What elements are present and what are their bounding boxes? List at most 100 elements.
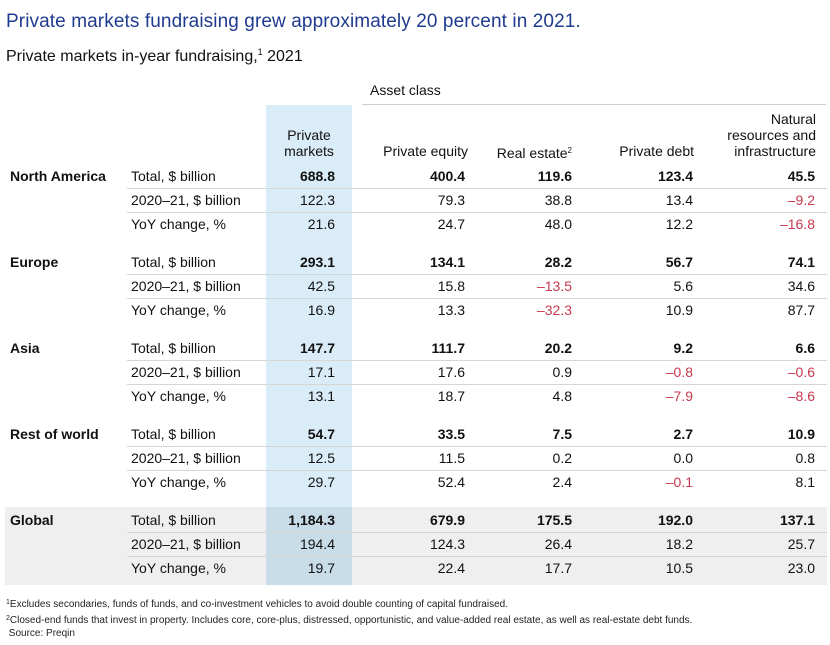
table-cell: 0.2 <box>552 450 572 466</box>
table-cell: 7.5 <box>552 426 572 442</box>
table-cell: 293.1 <box>299 254 335 270</box>
footnote-1-marker: 1 <box>6 599 10 606</box>
metric-label: 2020–21, $ billion <box>131 536 241 552</box>
region-label-asia: Asia <box>10 340 40 356</box>
table-cell: –32.3 <box>536 302 572 318</box>
table-cell: 23.0 <box>787 560 815 576</box>
table-cell: 17.1 <box>307 364 335 380</box>
table-cell: 137.1 <box>779 512 815 528</box>
header-natural-line-3: infrastructure <box>734 143 816 159</box>
table-cell: 28.2 <box>544 254 572 270</box>
row-divider <box>127 188 827 189</box>
region-label-north-america: North America <box>10 168 106 184</box>
header-real-estate-text: Real estate <box>496 145 568 161</box>
table-cell: –0.1 <box>665 474 693 490</box>
table-cell: –9.2 <box>787 192 815 208</box>
metric-label: Total, $ billion <box>131 254 216 270</box>
footnote-1-text: Excludes secondaries, funds of funds, an… <box>9 599 508 610</box>
header-real-estate: Real estate2 <box>476 143 572 161</box>
table-cell: 13.1 <box>307 388 335 404</box>
metric-label: Total, $ billion <box>131 426 216 442</box>
subtitle-footnote-marker: 1 <box>257 47 263 57</box>
metric-label: Total, $ billion <box>131 168 216 184</box>
table-cell: 54.7 <box>307 426 335 442</box>
table-cell: 13.4 <box>665 192 693 208</box>
footnote-2-text: Closed-end funds that invest in property… <box>9 614 693 626</box>
header-private-markets-line-1: Private <box>287 127 331 143</box>
table-cell: 34.6 <box>787 278 815 294</box>
row-divider <box>127 446 827 447</box>
table-cell: 2.4 <box>552 474 572 490</box>
global-private-markets-highlight <box>266 507 352 585</box>
table-cell: 124.3 <box>429 536 465 552</box>
table-cell: –7.9 <box>665 388 693 404</box>
table-cell: 21.6 <box>307 216 335 232</box>
table-cell: 25.7 <box>787 536 815 552</box>
footnote-1: 1Excludes secondaries, funds of funds, a… <box>6 596 692 612</box>
table-cell: 45.5 <box>787 168 815 184</box>
metric-label: 2020–21, $ billion <box>131 450 241 466</box>
table-cell: 15.8 <box>437 278 465 294</box>
table-cell: 0.9 <box>552 364 572 380</box>
metric-label: 2020–21, $ billion <box>131 278 241 294</box>
row-divider <box>127 470 827 471</box>
table-cell: –0.6 <box>787 364 815 380</box>
table-cell: 26.4 <box>544 536 572 552</box>
subtitle-text: Private markets in-year fundraising, <box>6 48 258 65</box>
region-label-europe: Europe <box>10 254 59 270</box>
table-subtitle: Private markets in-year fundraising,1 20… <box>6 47 303 66</box>
table-cell: 12.2 <box>665 216 693 232</box>
metric-label: 2020–21, $ billion <box>131 192 241 208</box>
footnote-2: 2Closed-end funds that invest in propert… <box>6 612 692 628</box>
table-cell: 6.6 <box>795 340 815 356</box>
table-cell: 74.1 <box>787 254 815 270</box>
header-private-equity: Private equity <box>383 143 468 159</box>
footnotes: 1Excludes secondaries, funds of funds, a… <box>6 596 692 641</box>
table-cell: 0.0 <box>673 450 693 466</box>
table-cell: 111.7 <box>431 340 466 356</box>
table-cell: 18.7 <box>437 388 465 404</box>
header-real-estate-footnote-marker: 2 <box>567 146 572 155</box>
table-cell: 12.5 <box>307 450 335 466</box>
row-divider <box>127 212 827 213</box>
metric-label: 2020–21, $ billion <box>131 364 241 380</box>
table-cell: 175.5 <box>536 512 572 528</box>
metric-label: Total, $ billion <box>131 340 216 356</box>
source-note: Source: Preqin <box>6 627 692 641</box>
row-divider <box>127 556 827 557</box>
metric-label: YoY change, % <box>131 474 226 490</box>
table-cell: 688.8 <box>299 168 335 184</box>
asset-class-rule <box>362 104 826 105</box>
subtitle-year: 2021 <box>262 48 303 65</box>
table-cell: –13.5 <box>536 278 572 294</box>
table-cell: 29.7 <box>307 474 335 490</box>
metric-label: YoY change, % <box>131 302 226 318</box>
table-cell: 48.0 <box>544 216 572 232</box>
table-cell: 8.1 <box>795 474 815 490</box>
table-cell: 11.5 <box>438 450 465 466</box>
table-cell: 87.7 <box>787 302 815 318</box>
row-divider <box>127 298 827 299</box>
table-cell: 0.8 <box>795 450 815 466</box>
header-natural-resources: Natural resources and infrastructure <box>706 111 816 159</box>
metric-label: Total, $ billion <box>131 512 216 528</box>
private-markets-highlight-column <box>266 105 352 585</box>
table-cell: 679.9 <box>429 512 465 528</box>
table-cell: 19.7 <box>307 560 335 576</box>
metric-label: YoY change, % <box>131 560 226 576</box>
table-cell: 56.7 <box>665 254 693 270</box>
row-divider <box>127 360 827 361</box>
table-cell: 123.4 <box>657 168 693 184</box>
table-cell: 13.3 <box>437 302 465 318</box>
source-text: Source: Preqin <box>8 628 75 639</box>
region-label-global: Global <box>10 512 54 528</box>
table-cell: 1,184.3 <box>288 512 335 528</box>
asset-class-label: Asset class <box>370 82 441 98</box>
table-cell: 2.7 <box>673 426 693 442</box>
header-private-markets-line-2: markets <box>284 143 334 159</box>
table-cell: 20.2 <box>544 340 572 356</box>
table-cell: 17.7 <box>544 560 572 576</box>
table-cell: 38.8 <box>544 192 572 208</box>
table-cell: 79.3 <box>437 192 465 208</box>
table-cell: 22.4 <box>437 560 465 576</box>
